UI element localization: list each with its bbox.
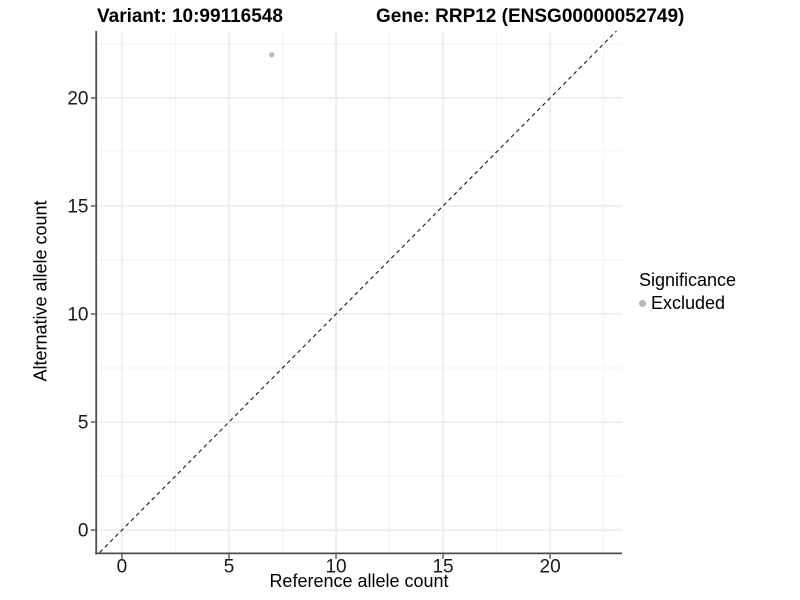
legend-point-icon xyxy=(639,300,646,307)
y-tick-label: 0 xyxy=(78,521,89,542)
legend-item-label: Excluded xyxy=(651,293,726,313)
y-tick-label: 15 xyxy=(67,196,88,217)
identity-reference-line xyxy=(99,30,617,553)
legend-title: Significance xyxy=(639,270,737,290)
gene-title: Gene: RRP12 (ENSG00000052749) xyxy=(376,6,685,27)
y-tick-label: 5 xyxy=(78,413,89,434)
variant-title: Variant: 10:99116548 xyxy=(97,6,283,27)
y-axis-title: Alternative allele count xyxy=(30,200,51,382)
x-tick-label: 20 xyxy=(540,557,561,578)
data-point xyxy=(269,52,275,58)
x-tick-label: 5 xyxy=(224,557,235,578)
x-tick-label: 15 xyxy=(432,557,453,578)
legend: Significance Excluded xyxy=(639,270,736,314)
x-tick-label: 0 xyxy=(117,557,128,578)
y-tick-label: 10 xyxy=(67,305,88,326)
legend-item-excluded: Excluded xyxy=(639,293,736,314)
x-axis-title: Reference allele count xyxy=(269,571,449,591)
y-tick-label: 20 xyxy=(67,88,88,109)
x-tick-label: 10 xyxy=(325,557,346,578)
